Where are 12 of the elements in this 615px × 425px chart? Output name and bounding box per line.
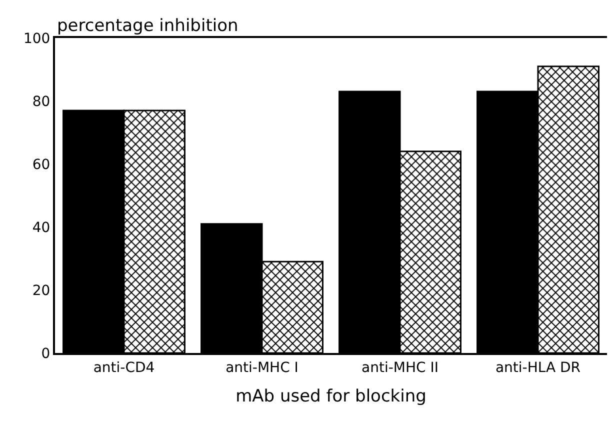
- x-tick-label: anti-HLA DR: [495, 360, 581, 376]
- y-tick-label: 100: [23, 30, 50, 47]
- x-tick-label: anti-CD4: [93, 360, 155, 376]
- x-tick-label: anti-MHC I: [226, 360, 298, 376]
- y-tick-label: 20: [32, 282, 50, 299]
- y-tick-label: 0: [41, 346, 50, 362]
- y-tick-label: 80: [32, 94, 50, 110]
- x-tick-label: anti-MHC II: [362, 360, 438, 376]
- y-tick-label: 40: [32, 220, 50, 236]
- y-tick-label: 60: [32, 156, 50, 173]
- x-axis-title: mAb used for blocking: [236, 386, 426, 407]
- y-axis-title: percentage inhibition: [57, 16, 238, 36]
